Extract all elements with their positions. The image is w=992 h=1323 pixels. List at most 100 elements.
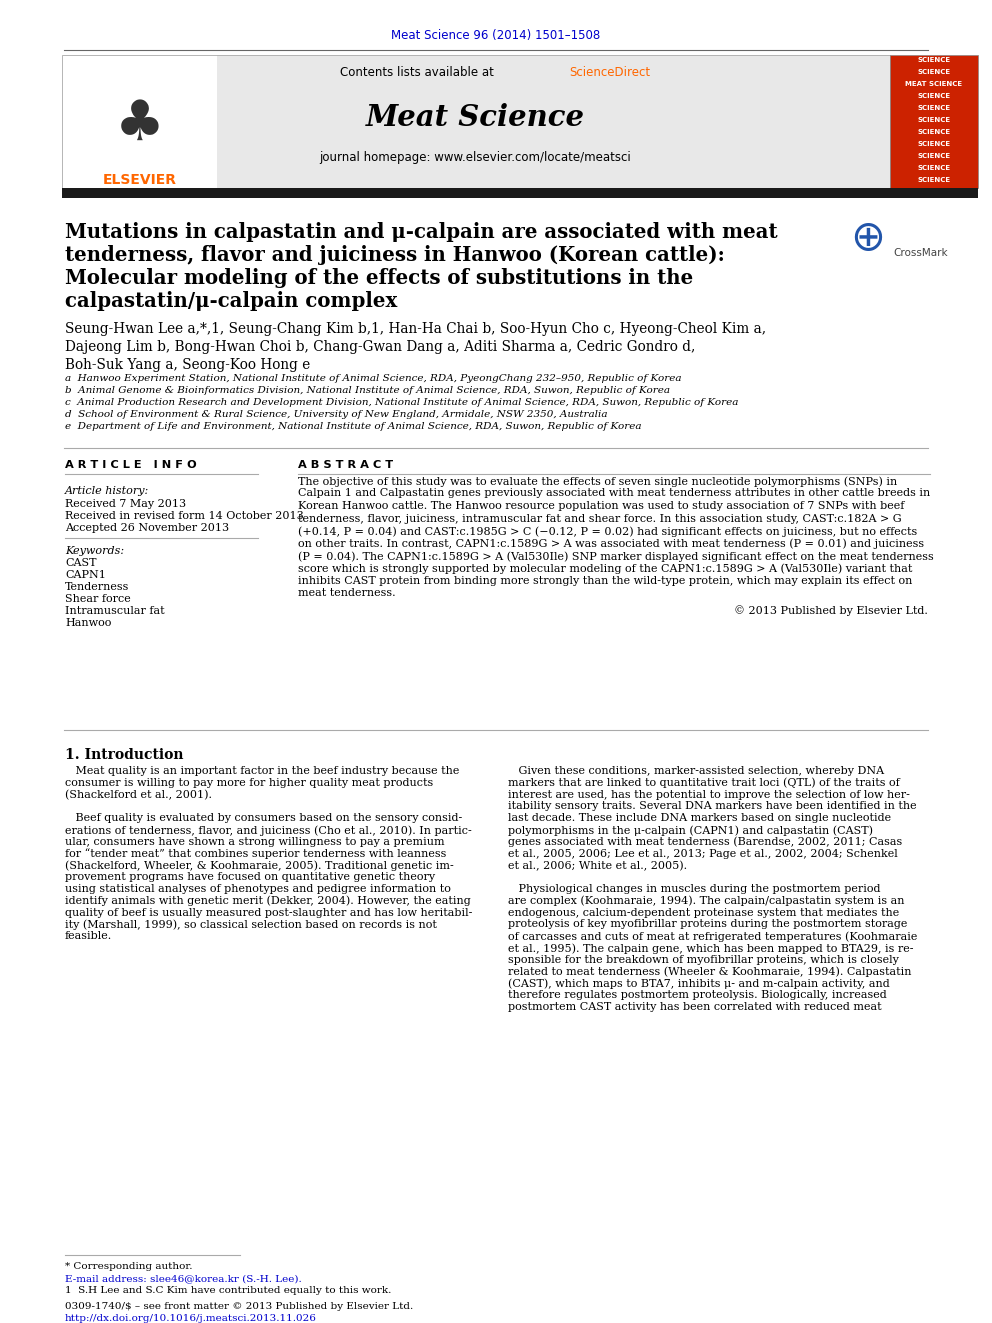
Text: calpastatin/μ-calpain complex: calpastatin/μ-calpain complex <box>65 291 397 311</box>
Text: CAPN1: CAPN1 <box>65 570 106 579</box>
Text: Meat quality is an important factor in the beef industry because the: Meat quality is an important factor in t… <box>65 766 459 777</box>
Text: markers that are linked to quantitative trait loci (QTL) of the traits of: markers that are linked to quantitative … <box>508 778 900 789</box>
Text: SCIENCE: SCIENCE <box>918 177 950 183</box>
Text: http://dx.doi.org/10.1016/j.meatsci.2013.11.026: http://dx.doi.org/10.1016/j.meatsci.2013… <box>65 1314 316 1323</box>
FancyBboxPatch shape <box>890 56 978 188</box>
Text: et al., 2005, 2006; Lee et al., 2013; Page et al., 2002, 2004; Schenkel: et al., 2005, 2006; Lee et al., 2013; Pa… <box>508 848 898 859</box>
Text: ELSEVIER: ELSEVIER <box>103 173 177 187</box>
Text: provement programs have focused on quantitative genetic theory: provement programs have focused on quant… <box>65 872 435 882</box>
Text: Received 7 May 2013: Received 7 May 2013 <box>65 499 186 509</box>
Text: Shear force: Shear force <box>65 594 131 605</box>
FancyBboxPatch shape <box>62 56 217 188</box>
Text: Physiological changes in muscles during the postmortem period: Physiological changes in muscles during … <box>508 884 881 894</box>
Text: journal homepage: www.elsevier.com/locate/meatsci: journal homepage: www.elsevier.com/locat… <box>319 152 631 164</box>
Text: Boh-Suk Yang a, Seong-Koo Hong e: Boh-Suk Yang a, Seong-Koo Hong e <box>65 359 310 372</box>
Text: (P = 0.04). The CAPN1:c.1589G > A (Val530Ile) SNP marker displayed significant e: (P = 0.04). The CAPN1:c.1589G > A (Val53… <box>298 550 933 561</box>
Text: SCIENCE: SCIENCE <box>918 69 950 75</box>
Text: Contents lists available at: Contents lists available at <box>340 66 498 79</box>
Text: last decade. These include DNA markers based on single nucleotide: last decade. These include DNA markers b… <box>508 814 891 823</box>
Text: inhibits CAST protein from binding more strongly than the wild-type protein, whi: inhibits CAST protein from binding more … <box>298 576 913 586</box>
Text: Meat Science 96 (2014) 1501–1508: Meat Science 96 (2014) 1501–1508 <box>392 29 600 41</box>
Text: genes associated with meat tenderness (Barendse, 2002, 2011; Casas: genes associated with meat tenderness (B… <box>508 837 903 847</box>
Text: SCIENCE: SCIENCE <box>918 165 950 171</box>
Text: Tenderness: Tenderness <box>65 582 129 591</box>
Text: E-mail address: slee46@korea.kr (S.-H. Lee).: E-mail address: slee46@korea.kr (S.-H. L… <box>65 1274 302 1283</box>
Text: therefore regulates postmortem proteolysis. Biologically, increased: therefore regulates postmortem proteolys… <box>508 990 887 1000</box>
Text: feasible.: feasible. <box>65 931 112 941</box>
Text: proteolysis of key myofibrillar proteins during the postmortem storage: proteolysis of key myofibrillar proteins… <box>508 919 908 929</box>
Text: SCIENCE: SCIENCE <box>918 116 950 123</box>
Text: (CAST), which maps to BTA7, inhibits μ- and m-calpain activity, and: (CAST), which maps to BTA7, inhibits μ- … <box>508 979 890 990</box>
Text: * Corresponding author.: * Corresponding author. <box>65 1262 192 1271</box>
Text: (Shackelford et al., 2001).: (Shackelford et al., 2001). <box>65 790 212 800</box>
Text: SCIENCE: SCIENCE <box>918 93 950 99</box>
Text: meat tenderness.: meat tenderness. <box>298 589 396 598</box>
Text: SCIENCE: SCIENCE <box>918 153 950 159</box>
Text: of carcasses and cuts of meat at refrigerated temperatures (Koohmaraie: of carcasses and cuts of meat at refrige… <box>508 931 918 942</box>
Text: SCIENCE: SCIENCE <box>918 105 950 111</box>
Text: SCIENCE: SCIENCE <box>918 130 950 135</box>
Text: for “tender meat” that combines superior tenderness with leanness: for “tender meat” that combines superior… <box>65 848 446 860</box>
Text: using statistical analyses of phenotypes and pedigree information to: using statistical analyses of phenotypes… <box>65 884 451 894</box>
Text: A B S T R A C T: A B S T R A C T <box>298 460 393 470</box>
Text: erations of tenderness, flavor, and juiciness (Cho et al., 2010). In partic-: erations of tenderness, flavor, and juic… <box>65 826 472 836</box>
Text: a  Hanwoo Experiment Station, National Institute of Animal Science, RDA, PyeongC: a Hanwoo Experiment Station, National In… <box>65 374 682 382</box>
Text: 1. Introduction: 1. Introduction <box>65 747 184 762</box>
Text: Meat Science: Meat Science <box>365 103 584 132</box>
Text: tenderness, flavor, juiciness, intramuscular fat and shear force. In this associ: tenderness, flavor, juiciness, intramusc… <box>298 513 902 524</box>
Text: tenderness, flavor and juiciness in Hanwoo (Korean cattle):: tenderness, flavor and juiciness in Hanw… <box>65 245 725 265</box>
Text: related to meat tenderness (Wheeler & Koohmaraie, 1994). Calpastatin: related to meat tenderness (Wheeler & Ko… <box>508 967 912 978</box>
Text: Received in revised form 14 October 2013: Received in revised form 14 October 2013 <box>65 511 304 521</box>
Text: on other traits. In contrast, CAPN1:c.1589G > A was associated with meat tendern: on other traits. In contrast, CAPN1:c.15… <box>298 538 925 549</box>
Text: © 2013 Published by Elsevier Ltd.: © 2013 Published by Elsevier Ltd. <box>734 605 928 615</box>
Text: c  Animal Production Research and Development Division, National Institute of An: c Animal Production Research and Develop… <box>65 398 738 407</box>
Text: 0309-1740/$ – see front matter © 2013 Published by Elsevier Ltd.: 0309-1740/$ – see front matter © 2013 Pu… <box>65 1302 414 1311</box>
Text: ular, consumers have shown a strong willingness to pay a premium: ular, consumers have shown a strong will… <box>65 837 444 847</box>
Text: Intramuscular fat: Intramuscular fat <box>65 606 165 617</box>
Text: ScienceDirect: ScienceDirect <box>569 66 650 79</box>
Text: are complex (Koohmaraie, 1994). The calpain/calpastatin system is an: are complex (Koohmaraie, 1994). The calp… <box>508 896 905 906</box>
Text: et al., 1995). The calpain gene, which has been mapped to BTA29, is re-: et al., 1995). The calpain gene, which h… <box>508 943 914 954</box>
FancyBboxPatch shape <box>62 188 978 198</box>
Text: Korean Hanwoo cattle. The Hanwoo resource population was used to study associati: Korean Hanwoo cattle. The Hanwoo resourc… <box>298 501 905 511</box>
Text: sponsible for the breakdown of myofibrillar proteins, which is closely: sponsible for the breakdown of myofibril… <box>508 955 899 964</box>
Text: Molecular modeling of the effects of substitutions in the: Molecular modeling of the effects of sub… <box>65 269 693 288</box>
Text: Beef quality is evaluated by consumers based on the sensory consid-: Beef quality is evaluated by consumers b… <box>65 814 462 823</box>
Text: CAST: CAST <box>65 558 96 568</box>
Text: et al., 2006; White et al., 2005).: et al., 2006; White et al., 2005). <box>508 860 687 871</box>
FancyBboxPatch shape <box>62 56 890 188</box>
Text: Mutations in calpastatin and μ-calpain are associated with meat: Mutations in calpastatin and μ-calpain a… <box>65 222 778 242</box>
Text: Calpain 1 and Calpastatin genes previously associated with meat tenderness attri: Calpain 1 and Calpastatin genes previous… <box>298 488 930 499</box>
Text: postmortem CAST activity has been correlated with reduced meat: postmortem CAST activity has been correl… <box>508 1002 882 1012</box>
Text: ity (Marshall, 1999), so classical selection based on records is not: ity (Marshall, 1999), so classical selec… <box>65 919 436 930</box>
Text: A R T I C L E   I N F O: A R T I C L E I N F O <box>65 460 196 470</box>
Text: (Shackelford, Wheeler, & Koohmaraie, 2005). Traditional genetic im-: (Shackelford, Wheeler, & Koohmaraie, 200… <box>65 860 453 871</box>
Text: Keywords:: Keywords: <box>65 546 124 556</box>
Text: consumer is willing to pay more for higher quality meat products: consumer is willing to pay more for high… <box>65 778 434 787</box>
Text: score which is strongly supported by molecular modeling of the CAPN1:c.1589G > A: score which is strongly supported by mol… <box>298 564 913 574</box>
Text: SCIENCE: SCIENCE <box>918 142 950 147</box>
Text: The objective of this study was to evaluate the effects of seven single nucleoti: The objective of this study was to evalu… <box>298 476 897 487</box>
Text: identify animals with genetic merit (Dekker, 2004). However, the eating: identify animals with genetic merit (Dek… <box>65 896 471 906</box>
Text: Dajeong Lim b, Bong-Hwan Choi b, Chang-Gwan Dang a, Aditi Sharma a, Cedric Gondr: Dajeong Lim b, Bong-Hwan Choi b, Chang-G… <box>65 340 695 355</box>
Text: endogenous, calcium-dependent proteinase system that mediates the: endogenous, calcium-dependent proteinase… <box>508 908 900 918</box>
Text: e  Department of Life and Environment, National Institute of Animal Science, RDA: e Department of Life and Environment, Na… <box>65 422 642 431</box>
Text: b  Animal Genome & Bioinformatics Division, National Institute of Animal Science: b Animal Genome & Bioinformatics Divisio… <box>65 386 670 396</box>
Text: ⊕: ⊕ <box>850 217 886 259</box>
Text: interest are used, has the potential to improve the selection of low her-: interest are used, has the potential to … <box>508 790 910 799</box>
Text: 1  S.H Lee and S.C Kim have contributed equally to this work.: 1 S.H Lee and S.C Kim have contributed e… <box>65 1286 392 1295</box>
Text: polymorphisms in the μ-calpain (CAPN1) and calpastatin (CAST): polymorphisms in the μ-calpain (CAPN1) a… <box>508 826 873 836</box>
Text: Accepted 26 November 2013: Accepted 26 November 2013 <box>65 523 229 533</box>
Text: (+0.14, P = 0.04) and CAST:c.1985G > C (−0.12, P = 0.02) had significant effects: (+0.14, P = 0.04) and CAST:c.1985G > C (… <box>298 527 918 537</box>
Text: Article history:: Article history: <box>65 486 149 496</box>
Text: SCIENCE: SCIENCE <box>918 57 950 64</box>
Text: d  School of Environment & Rural Science, University of New England, Armidale, N: d School of Environment & Rural Science,… <box>65 410 607 419</box>
Text: itability sensory traits. Several DNA markers have been identified in the: itability sensory traits. Several DNA ma… <box>508 802 917 811</box>
Text: quality of beef is usually measured post-slaughter and has low heritabil-: quality of beef is usually measured post… <box>65 908 472 918</box>
Text: Seung-Hwan Lee a,*,1, Seung-Chang Kim b,1, Han-Ha Chai b, Soo-Hyun Cho c, Hyeong: Seung-Hwan Lee a,*,1, Seung-Chang Kim b,… <box>65 321 766 336</box>
Text: Hanwoo: Hanwoo <box>65 618 111 628</box>
Text: MEAT SCIENCE: MEAT SCIENCE <box>906 81 962 87</box>
Text: ♣: ♣ <box>115 98 165 152</box>
Text: CrossMark: CrossMark <box>893 247 947 258</box>
Text: Given these conditions, marker-assisted selection, whereby DNA: Given these conditions, marker-assisted … <box>508 766 884 777</box>
